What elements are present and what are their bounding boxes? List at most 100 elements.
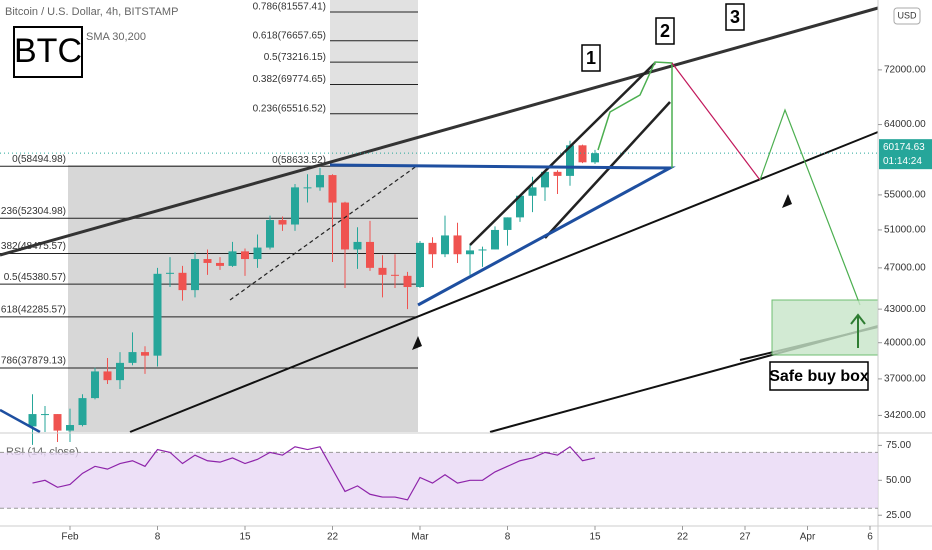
annotation: 1 (586, 48, 596, 68)
candle-body (266, 220, 274, 248)
logo: BTC (14, 32, 82, 70)
candle-body (78, 398, 87, 426)
blue-line (0, 408, 41, 434)
rsi-tick-label: 75.00 (886, 440, 911, 451)
x-tick-label: 8 (505, 532, 511, 543)
fib-label: 0.5(45380.57) (4, 272, 66, 283)
chart-title: Bitcoin / U.S. Dollar, 4h, BITSTAMP (5, 6, 178, 18)
y-tick-label: 47000.00 (884, 262, 926, 273)
candle-body (328, 175, 337, 203)
candle-body (91, 371, 99, 399)
annotation: 2 (660, 21, 670, 41)
candle-body (216, 262, 224, 266)
candle-body (66, 425, 74, 431)
x-tick-label: 15 (589, 532, 601, 543)
candle-body (303, 187, 312, 189)
annotation: Safe buy box (769, 368, 869, 385)
triangle (329, 163, 676, 307)
candle-body (316, 175, 324, 188)
candle-body (566, 145, 574, 176)
label-box (725, 3, 745, 31)
y-tick-label: 37000.00 (884, 374, 926, 385)
candle-body (191, 259, 199, 291)
y-tick-label: 51000.00 (884, 225, 926, 236)
candle-body (503, 217, 512, 230)
fib-label: 0.618(42285.57) (0, 305, 66, 316)
countdown: 01:14:24 (883, 156, 922, 167)
projection (759, 108, 861, 306)
y-tick-label: 72000.00 (884, 65, 926, 76)
x-tick-label: 15 (239, 532, 251, 543)
indicator-legend: SMA 30,200 (86, 31, 146, 43)
x-tick-label: 6 (867, 532, 873, 543)
currency: USD (897, 10, 917, 20)
rsi-line (32, 445, 596, 501)
candle-body (516, 195, 524, 218)
x-tick-label: Mar (411, 532, 429, 543)
fib-label: 0(58633.52) (272, 155, 326, 166)
candle-body (578, 145, 587, 163)
x-tick-label: Feb (61, 532, 79, 543)
candle-body (441, 235, 449, 255)
candle-body (278, 220, 287, 225)
arrow-head (850, 313, 866, 325)
candle-body (41, 414, 49, 416)
label-box (769, 361, 869, 391)
projection-down (671, 62, 761, 181)
fib-label: 0.236(65516.52) (253, 103, 326, 114)
channel-line (469, 62, 656, 246)
y-tick-label: 43000.00 (884, 304, 926, 315)
y-tick-label: 64000.00 (884, 119, 926, 130)
candle-body (416, 242, 424, 288)
y-tick-label: 55000.00 (884, 190, 926, 201)
dashed-line (229, 164, 419, 301)
x-tick-label: 8 (155, 532, 161, 543)
trend-line (129, 131, 879, 433)
annotation: 3 (730, 7, 740, 27)
candle-body (378, 267, 387, 275)
y-tick-label: 40000.00 (884, 337, 926, 348)
label-box (581, 44, 601, 72)
candle-body (366, 241, 374, 268)
candle-body (128, 352, 137, 363)
x-tick-label: 22 (677, 532, 689, 543)
candle-body (403, 275, 412, 288)
candle-body (241, 251, 249, 260)
logo-box (13, 26, 83, 78)
candle-body (541, 171, 549, 188)
y-tick-label: 34200.00 (884, 410, 926, 421)
fib-label: 0.786(37879.13) (0, 356, 66, 367)
candle-body (353, 241, 362, 250)
candle-body (178, 272, 187, 291)
fib-label: 0.786(81557.41) (253, 2, 326, 13)
last-price-tag (879, 139, 932, 170)
fib-label: 0.382(69774.65) (253, 74, 326, 85)
last-price: 60174.63 (883, 142, 925, 153)
rsi-tick-label: 50.00 (886, 475, 911, 486)
candle-body (141, 352, 149, 356)
x-tick-label: Apr (800, 532, 816, 543)
candle-body (153, 273, 162, 356)
candle-body (466, 250, 474, 255)
fib-label: 0.618(76657.65) (253, 30, 326, 41)
fib-label: 0(58494.98) (12, 154, 66, 165)
candle-body (553, 171, 562, 176)
candle-body (228, 251, 237, 266)
candle-body (491, 229, 499, 250)
candle-body (203, 259, 212, 263)
trend-line (0, 6, 879, 257)
candle-body (528, 187, 537, 196)
candle-body (53, 414, 62, 431)
currency-badge (893, 7, 921, 25)
rsi-tick-label: 25.00 (886, 510, 911, 521)
candle-body (28, 414, 37, 427)
projection (597, 61, 673, 168)
candle-body (166, 272, 174, 274)
x-tick-label: 22 (327, 532, 339, 543)
candle-body (291, 187, 299, 225)
candle-body (428, 242, 437, 255)
candle-body (253, 247, 262, 260)
channel-line (544, 101, 671, 239)
candle-body (391, 274, 399, 276)
